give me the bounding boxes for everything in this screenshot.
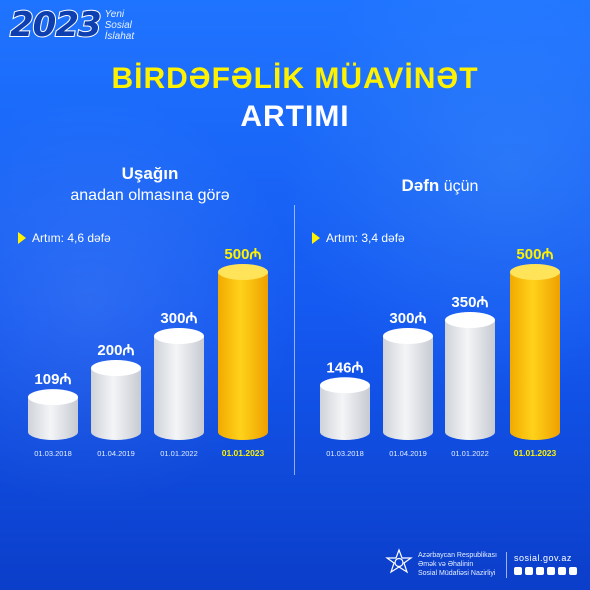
tick-label: 01.03.2018: [34, 449, 72, 458]
bar: [383, 328, 433, 440]
bar-body: [91, 368, 141, 440]
panel-divider: [294, 205, 295, 475]
title-line-2: ARTIMI: [240, 100, 350, 133]
data-label: 146₼: [326, 359, 363, 376]
title-line-1: BİRDƏFƏLİK MÜAVİNƏT: [111, 62, 479, 95]
triangle-bullet-icon: [18, 232, 26, 244]
linkedin-icon[interactable]: [569, 567, 577, 575]
bar-top: [28, 389, 78, 406]
bar-body: [154, 336, 204, 440]
right-increase-note: Artım: 3,4 dəfə: [312, 231, 405, 245]
data-label: 350₼: [451, 294, 488, 311]
data-label: 500₼: [516, 246, 553, 263]
bar: [91, 360, 141, 440]
data-label: 300₼: [160, 310, 197, 327]
data-label: 200₼: [97, 342, 134, 359]
tick-label: 01.01.2022: [451, 449, 489, 458]
tick-label: 01.04.2019: [97, 449, 135, 458]
data-label: 300₼: [389, 310, 426, 327]
bar: [218, 264, 268, 440]
bar: [320, 377, 370, 440]
ministry-name-line: Sosial Müdafiəsi Nazirliyi: [418, 570, 496, 577]
website-link[interactable]: sosial.gov.az: [514, 553, 572, 563]
left-increase-note: Artım: 4,6 dəfə: [18, 231, 111, 245]
bar: [445, 312, 495, 440]
brand-word: İslahat: [104, 31, 135, 42]
left-panel-heading: Uşağın anadan olmasına görə: [30, 163, 270, 207]
bar: [154, 328, 204, 440]
bar-top: [91, 360, 141, 376]
tick-label: 01.03.2018: [326, 449, 364, 458]
footer-separator: [506, 552, 507, 578]
bar-body: [510, 272, 560, 440]
brand-words: Yeni Sosial İslahat: [105, 9, 134, 42]
bar-top: [218, 264, 268, 280]
tick-label: 01.01.2023: [514, 448, 557, 458]
brand-word: Yeni: [104, 9, 125, 20]
brand-year: 2023: [9, 5, 103, 45]
bar-top: [383, 328, 433, 344]
right-panel-heading: Dəfn üçün: [320, 176, 560, 196]
data-label: 109₼: [34, 371, 71, 388]
bar-top: [510, 264, 560, 280]
left-heading-rest: anadan olmasına görə: [70, 187, 230, 204]
tick-label: 01.01.2023: [222, 448, 265, 458]
data-label: 500₼: [224, 246, 261, 263]
facebook-icon[interactable]: [514, 567, 522, 575]
social-icons: [514, 567, 577, 575]
ministry-name-line: Azərbaycan Respublikası: [418, 552, 497, 559]
ministry-emblem-icon: [385, 548, 413, 574]
instagram-icon[interactable]: [525, 567, 533, 575]
right-heading-bold: Dəfn: [401, 176, 440, 195]
bar-top: [154, 328, 204, 344]
right-heading-rest: üçün: [439, 178, 479, 195]
bar: [28, 389, 78, 440]
ministry-name: Azərbaycan Respublikası Əmək və Əhalinin…: [418, 551, 497, 578]
bar-top: [445, 312, 495, 328]
bar-body: [28, 397, 78, 440]
ministry-name-line: Əmək və Əhalinin: [418, 561, 474, 568]
brand-word: Sosial: [104, 20, 132, 31]
bar-body: [218, 272, 268, 440]
bar-body: [445, 320, 495, 440]
bar-body: [320, 385, 370, 440]
tick-label: 01.01.2022: [160, 449, 198, 458]
triangle-bullet-icon: [312, 232, 320, 244]
left-heading-bold: Uşağın: [121, 164, 179, 183]
bar-top: [320, 377, 370, 394]
left-increase-text: Artım: 4,6 dəfə: [32, 231, 111, 245]
brand-logo: 2023 Yeni Sosial İslahat: [9, 5, 134, 45]
bar-body: [383, 336, 433, 440]
tick-label: 01.04.2019: [389, 449, 427, 458]
bar: [510, 264, 560, 440]
telegram-icon[interactable]: [536, 567, 544, 575]
right-increase-text: Artım: 3,4 dəfə: [326, 231, 405, 245]
youtube-icon[interactable]: [558, 567, 566, 575]
twitter-icon[interactable]: [547, 567, 555, 575]
